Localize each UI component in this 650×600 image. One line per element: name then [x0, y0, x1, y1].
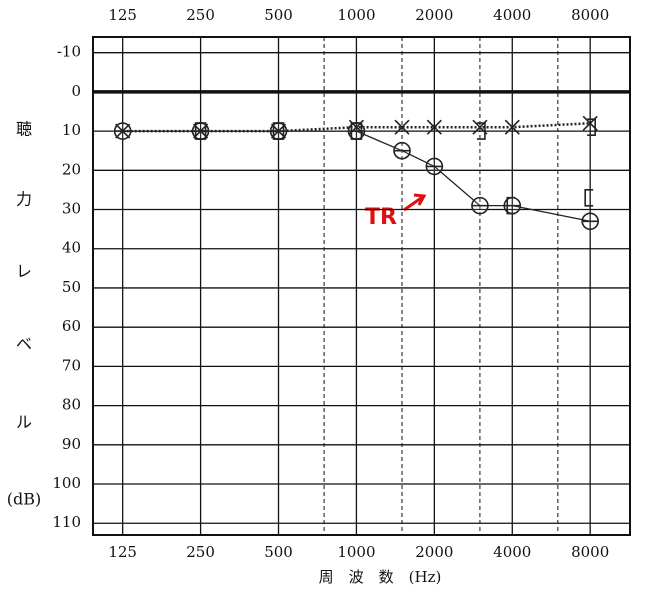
x-tick-label: 500: [264, 543, 293, 561]
y-tick-label: 70: [62, 356, 81, 374]
x-tick-label-top: 125: [108, 6, 137, 24]
plot-border: [92, 36, 631, 536]
y-tick-label: 110: [52, 513, 81, 531]
x-tick-label-top: 2000: [415, 6, 453, 24]
annotation-arrow: [403, 193, 427, 212]
x-axis-label: 周 波 数 (Hz): [319, 568, 442, 586]
marker-bracket-right: [476, 122, 486, 140]
x-tick-label-top: 500: [264, 6, 293, 24]
y-axis-label: 聴: [16, 120, 32, 139]
x-tick-label: 250: [186, 543, 215, 561]
y-tick-label: 30: [62, 200, 81, 218]
marker-cross: [394, 119, 410, 135]
marker-cross: [115, 123, 131, 139]
marker-circle: [581, 212, 599, 231]
x-tick-label-top: 4000: [493, 6, 531, 24]
x-tick-label-top: 8000: [571, 6, 609, 24]
x-tick-label: 4000: [493, 543, 531, 561]
annotation: TR: [365, 205, 397, 230]
y-tick-label: 60: [62, 317, 81, 335]
x-tick-label: 2000: [415, 543, 453, 561]
marker-circle: [425, 157, 444, 176]
marker-circle: [471, 196, 489, 215]
y-axis-label: 力: [16, 190, 32, 209]
marker-circle: [393, 141, 411, 160]
marker-cross: [426, 119, 442, 135]
y-tick-label: 50: [62, 278, 81, 296]
y-axis-label: レ: [16, 262, 32, 281]
y-axis-label: (dB): [7, 490, 41, 509]
y-tick-label: 100: [52, 474, 81, 492]
x-tick-label-top: 250: [186, 6, 215, 24]
y-axis-label: ベ: [16, 335, 32, 354]
x-tick-label-top: 1000: [337, 6, 375, 24]
marker-bracket-right: [353, 122, 363, 140]
y-tick-label: 0: [71, 82, 81, 100]
x-tick-label: 1000: [337, 543, 375, 561]
y-tick-label: 20: [62, 160, 81, 178]
marker-bracket-right: [275, 122, 285, 140]
x-tick-label: 125: [108, 543, 137, 561]
y-tick-label: 10: [62, 121, 81, 139]
y-tick-label: 80: [62, 396, 81, 414]
marker-bracket-left: [506, 196, 516, 215]
y-axis-label: ル: [16, 413, 32, 432]
marker-bracket-right: [197, 122, 207, 140]
marker-bracket-left: [584, 188, 594, 207]
y-tick-label: 40: [62, 239, 81, 257]
x-tick-label: 8000: [571, 543, 609, 561]
marker-cross: [504, 119, 520, 135]
y-tick-label: 90: [62, 435, 81, 453]
y-tick-label: -10: [57, 43, 81, 61]
marker-bracket-right: [587, 118, 596, 136]
